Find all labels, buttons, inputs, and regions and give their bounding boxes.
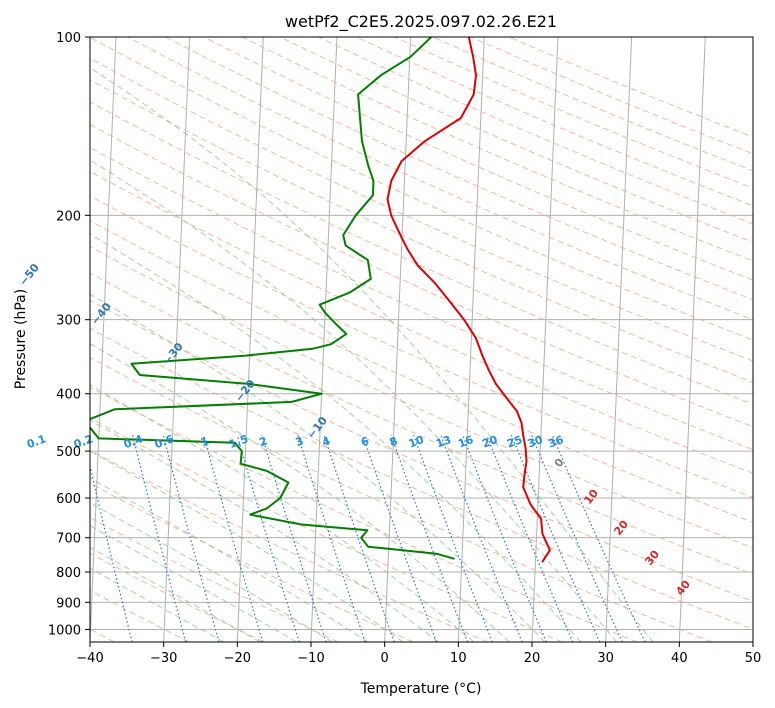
axes: −40 −30 −20 −10 0 10 20 30 40 5010020030040050060… [48, 31, 761, 666]
mixing-ratio-label: 0.4 [122, 432, 145, 451]
isotherm-line [310, 37, 338, 642]
moist-adiabat [90, 343, 510, 642]
mixing-ratio-line [390, 435, 469, 642]
mixing-ratio-line [203, 435, 264, 642]
mixing-ratio-label: 6 [359, 434, 371, 449]
x-tick-label: −40 [76, 651, 103, 666]
x-tick-label: −10 [297, 651, 324, 666]
y-tick-label: 100 [56, 31, 81, 46]
dry-adiabat [90, 57, 753, 362]
moist-adiabat [90, 159, 618, 642]
isotherm-line [163, 37, 191, 642]
dry-adiabat [90, 195, 753, 499]
dry-adiabat [90, 589, 190, 642]
mixing-ratio-label: 0.2 [72, 432, 95, 451]
x-tick-label: 50 [745, 651, 762, 666]
mixing-ratio-label: 10 [407, 433, 426, 451]
plot-area [90, 37, 753, 642]
x-tick-label: 40 [671, 651, 688, 666]
mixing-ratio-line [413, 435, 493, 642]
x-tick-label: −20 [224, 651, 251, 666]
mixing-ratio-label: 25 [505, 433, 524, 450]
mixing-ratio-label: 4 [320, 434, 332, 449]
dry-adiabat [90, 417, 563, 642]
mixing-ratio-label: 30 [526, 433, 545, 451]
mixing-ratio-label: 13 [434, 433, 453, 450]
mixing-ratio-label: 20 [481, 433, 500, 451]
y-tick-label: 1000 [48, 623, 81, 638]
mixing-ratio-line [323, 435, 395, 642]
dry-adiabat [90, 552, 264, 642]
y-tick-label: 300 [56, 314, 81, 329]
mixing-ratio-label: 1.5 [227, 432, 250, 451]
mixing-ratio-label: 0.1 [25, 432, 48, 451]
isotherm-line [90, 37, 117, 642]
x-axis-title: Temperature (°C) [360, 681, 482, 697]
isotherm-line [236, 37, 264, 642]
moist-adiabat [90, 233, 582, 642]
moist-adiabat [90, 450, 404, 642]
mixing-ratio-label: 8 [388, 434, 400, 449]
x-tick-label: 20 [524, 651, 541, 666]
dry-adiabat [90, 79, 753, 383]
y-tick-label: 800 [56, 566, 81, 581]
y-tick-label: 500 [56, 445, 81, 460]
x-tick-label: 10 [450, 651, 467, 666]
mixing-ratio-label: 1 [199, 434, 211, 449]
mixing-ratio-label: 3 [294, 434, 306, 449]
y-tick-label: 700 [56, 532, 81, 547]
dewpoint-profile [90, 37, 455, 560]
plot-frame [89, 36, 754, 643]
mixing-ratio-label: 16 [456, 433, 475, 451]
dry-adiabat [90, 449, 488, 642]
temperature-profile [386, 37, 551, 563]
mixing-ratio-label: 2 [258, 434, 270, 449]
mixing-ratio-label: 0.6 [153, 432, 176, 451]
y-tick-label: 600 [56, 492, 81, 507]
y-tick-label: 200 [56, 209, 81, 224]
x-tick-label: −30 [150, 651, 177, 666]
y-axis-title: Pressure (hPa) [13, 289, 29, 389]
dry-adiabat [90, 327, 753, 630]
dry-adiabat [90, 123, 753, 428]
x-tick-label: 30 [597, 651, 614, 666]
dry-adiabat [127, 37, 753, 321]
moist-adiabat [90, 67, 654, 642]
isotherm-line [384, 37, 412, 642]
dry-adiabat [90, 356, 712, 642]
y-tick-label: 900 [56, 596, 81, 611]
dry-adiabat [90, 220, 753, 523]
x-tick-label: 0 [381, 651, 389, 666]
isotherm-line [678, 37, 706, 642]
isotherm-line [457, 37, 485, 642]
mixing-ratio-line [510, 434, 601, 642]
mixing-ratio-label: 36 [546, 433, 565, 451]
dry-adiabat [165, 37, 753, 301]
dry-adiabat [90, 482, 414, 642]
mixing-ratio-line [162, 435, 220, 642]
mixing-ratio-line [362, 435, 437, 642]
dry-adiabat [90, 147, 753, 451]
plot-lines [90, 37, 753, 642]
sounding-profiles [90, 37, 551, 563]
y-tick-label: 400 [56, 388, 81, 403]
moist-adiabat [90, 477, 368, 642]
moist-adiabat [90, 384, 475, 642]
mixing-ratio-line [486, 434, 574, 642]
isotherm-line [531, 37, 559, 642]
chart-title: wetPf2_C2E5.2025.097.02.26.E21 [285, 12, 557, 32]
